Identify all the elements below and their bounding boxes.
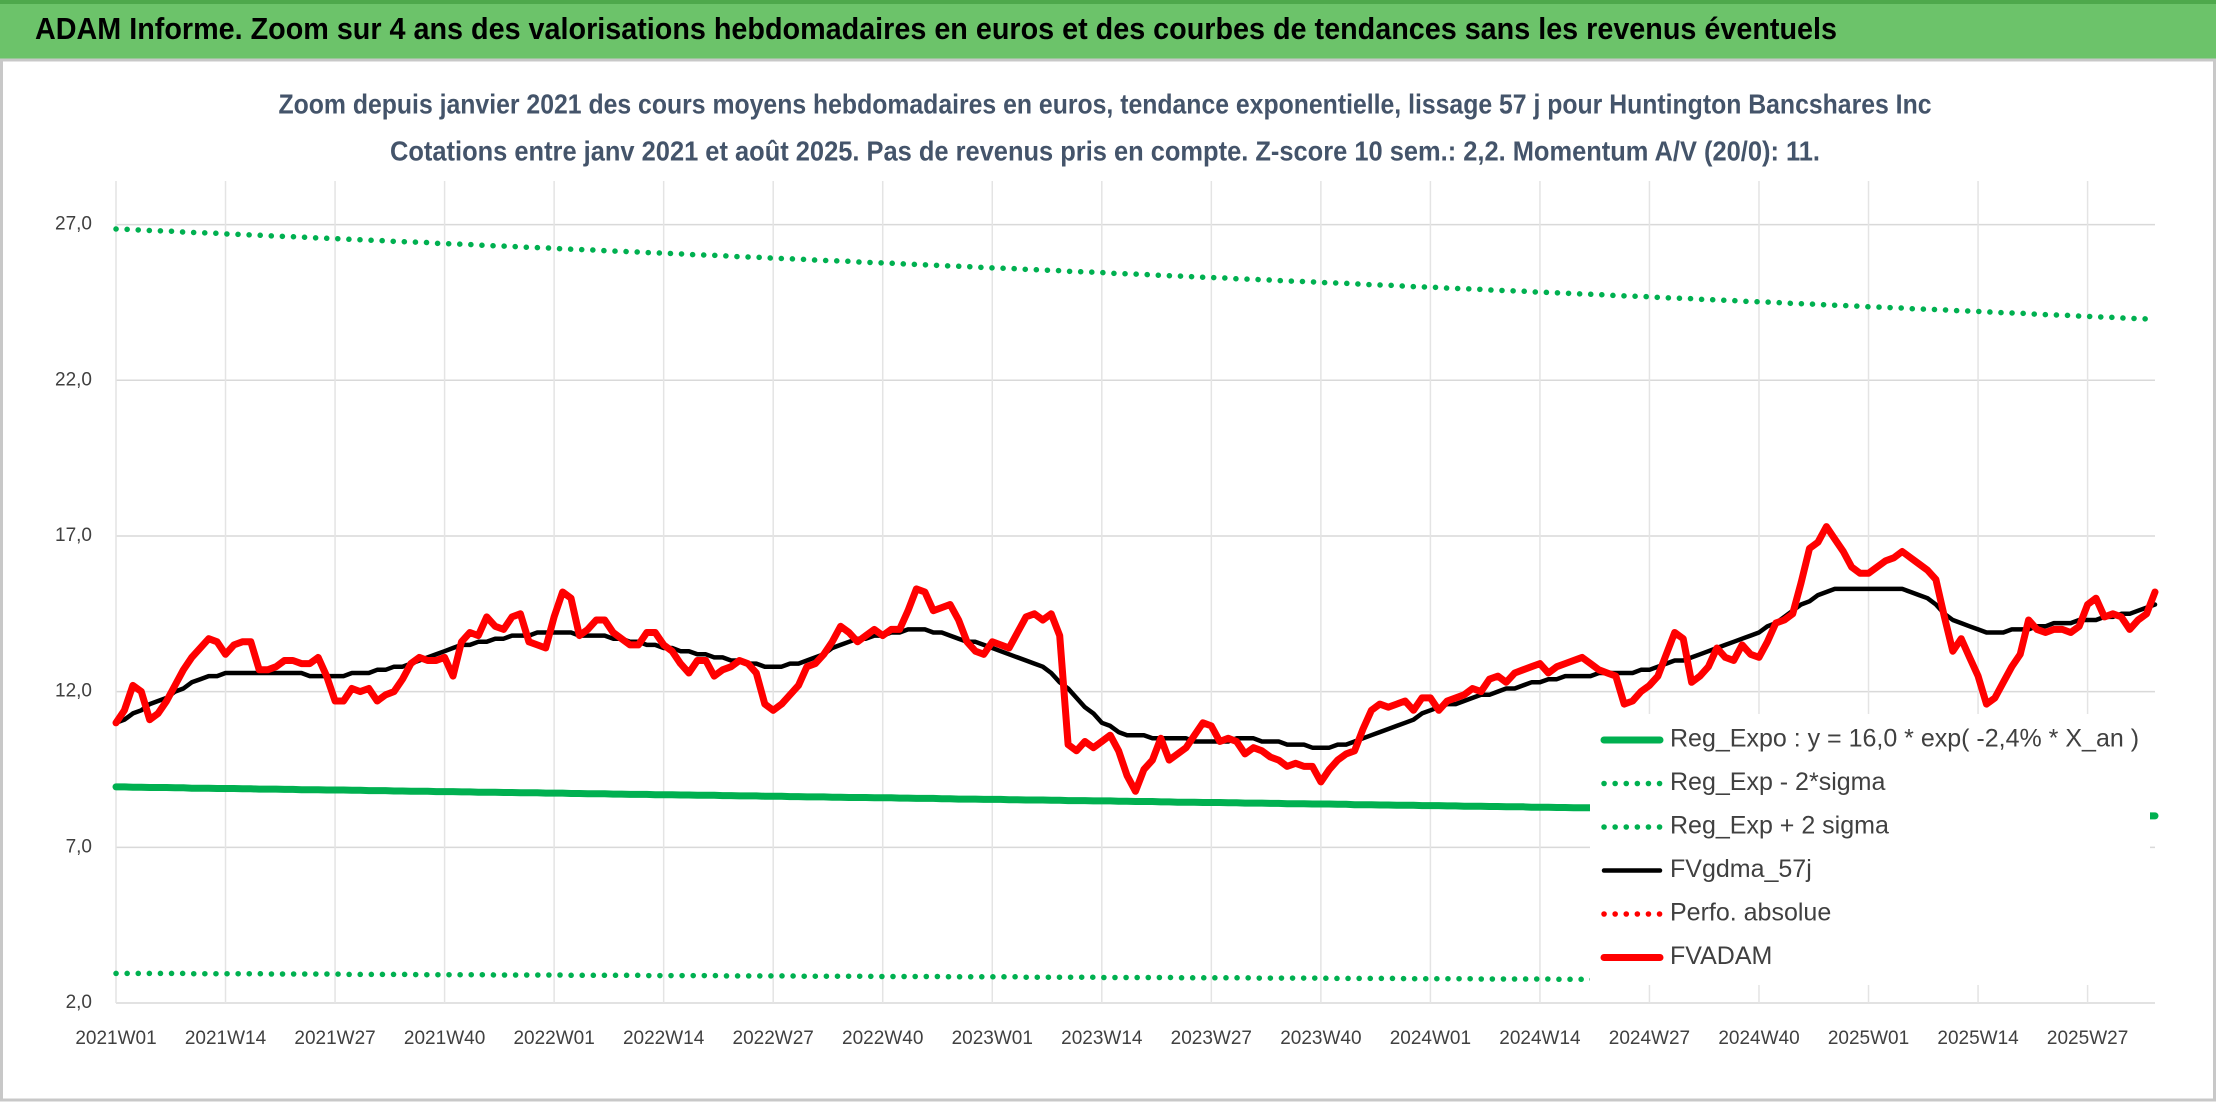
header-bar [0, 0, 2216, 60]
x-tick-label: 2022W27 [733, 1028, 814, 1049]
header-top-rule [0, 0, 2216, 4]
chart-subtitle: Cotations entre janv 2021 et août 2025. … [390, 135, 1820, 166]
legend-label: Reg_Exp - 2*sigma [1670, 768, 1885, 796]
x-tick-label: 2021W40 [404, 1028, 485, 1049]
legend: Reg_Expo : y = 16,0 * exp( -2,4% * X_an … [1590, 714, 2150, 985]
legend-label: Perfo. absolue [1670, 899, 1831, 927]
header-title: ADAM Informe. Zoom sur 4 ans des valoris… [35, 11, 1837, 46]
x-tick-label: 2022W01 [513, 1028, 594, 1049]
legend-label: Reg_Exp + 2 sigma [1670, 812, 1889, 840]
x-tick-label: 2025W14 [1937, 1028, 2019, 1049]
legend-label: FVgdma_57j [1670, 855, 1812, 883]
grid: 2,0 7,0 12,0 17,0 22,0 27,0 2021W01 2021W14 2021… [55, 181, 2155, 1049]
x-tick-label: 2021W27 [294, 1028, 375, 1049]
chart-title: Zoom depuis janvier 2021 des cours moyen… [279, 88, 1932, 119]
x-tick-label: 2021W01 [75, 1028, 156, 1049]
legend-label: Reg_Expo : y = 16,0 * exp( -2,4% * X_an … [1670, 725, 2139, 753]
x-tick-label: 2025W01 [1828, 1028, 1909, 1049]
legend-box [1590, 714, 2150, 985]
legend-label: FVADAM [1670, 942, 1772, 970]
x-tick-label: 2023W40 [1280, 1028, 1361, 1049]
x-tick-label: 2025W27 [2047, 1028, 2128, 1049]
series-line [112, 523, 2159, 795]
x-tick-label: 2024W14 [1499, 1028, 1581, 1049]
series-line [113, 586, 2158, 750]
x-tick-label: 2021W14 [185, 1028, 267, 1049]
x-tick-label: 2024W01 [1390, 1028, 1471, 1049]
y-tick-label: 12,0 [55, 681, 92, 702]
chart-border [0, 58, 2216, 1102]
x-tick-label: 2022W14 [623, 1028, 705, 1049]
x-tick-label: 2024W27 [1609, 1028, 1690, 1049]
x-tick-label: 2023W01 [952, 1028, 1033, 1049]
x-tick-label: 2022W40 [842, 1028, 923, 1049]
series-line [113, 226, 2158, 322]
y-tick-label: 2,0 [66, 992, 92, 1013]
x-tick-label: 2023W27 [1171, 1028, 1252, 1049]
x-tick-label: 2023W14 [1061, 1028, 1143, 1049]
y-tick-label: 27,0 [55, 214, 92, 235]
y-tick-label: 7,0 [66, 836, 92, 857]
x-tick-label: 2024W40 [1718, 1028, 1799, 1049]
y-tick-label: 22,0 [55, 369, 92, 390]
y-tick-label: 17,0 [55, 525, 92, 546]
